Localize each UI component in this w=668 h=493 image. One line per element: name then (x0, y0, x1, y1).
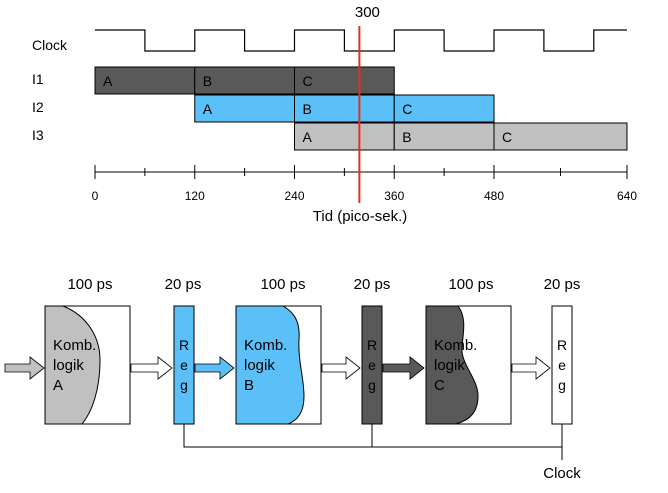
stage-delay-a: 100 ps (67, 276, 112, 293)
arrow-b-to-reg2 (321, 356, 361, 380)
timing-bars: A B CA B CA B C (94, 66, 628, 151)
time-marker-label: 300 (355, 4, 380, 21)
stage-delay-c: 100 ps (448, 276, 493, 293)
axis-tick-label-360: 360 (384, 189, 404, 203)
bar-label-i3-c: C (502, 129, 512, 145)
comb-logic-c-line1: Komb. (434, 337, 477, 354)
comb-logic-b-line2: logik (244, 357, 275, 374)
register-2-letter-e: e (368, 357, 376, 373)
clock-wire (183, 424, 563, 460)
comb-logic-b-line3: B (244, 377, 254, 394)
bar-i1-c (294, 66, 395, 95)
stage-delay-b: 100 ps (260, 276, 305, 293)
arrow-reg2-to-c (382, 356, 425, 380)
axis-label: Tid (pico-sek.) (313, 208, 407, 225)
signal-label-clock: Clock (32, 37, 68, 53)
comb-logic-b-line1: Komb. (244, 337, 287, 354)
register-3: R e g (551, 305, 573, 425)
input-arrow (4, 356, 45, 380)
axis-tick-label-120: 120 (185, 189, 205, 203)
axis-tick-label-640: 640 (617, 189, 637, 203)
clock-waveform (95, 29, 627, 52)
bar-label-i2-b: B (303, 101, 312, 117)
comb-logic-c-shape (425, 305, 479, 425)
register-1-letter-e: e (180, 357, 188, 373)
bar-i3-a (294, 122, 395, 151)
register-3-letter-r: R (557, 337, 567, 353)
axis-tick-label-240: 240 (284, 189, 304, 203)
bar-label-i1-b: B (203, 73, 212, 89)
register-3-letter-e: e (558, 357, 566, 373)
comb-logic-b-shape (235, 305, 305, 425)
bar-label-i1-c: C (303, 73, 313, 89)
bar-label-i3-a: A (303, 129, 313, 145)
time-axis: 0 120 240 360 480 640 (92, 165, 637, 203)
register-2-letter-g: g (368, 377, 376, 393)
bar-i2-b (294, 94, 395, 123)
bar-label-i1-a: A (103, 73, 113, 89)
comb-logic-a-shape (44, 305, 101, 425)
stage-delay-reg2: 20 ps (354, 276, 391, 293)
comb-logic-b: Komb. logik B (235, 305, 322, 425)
stage-delay-reg3: 20 ps (544, 276, 581, 293)
comb-logic-c-line2: logik (434, 357, 465, 374)
comb-logic-a-line3: A (53, 377, 63, 394)
bar-i2-c (393, 94, 495, 123)
register-1: R e g (173, 305, 195, 425)
comb-logic-c-line3: C (434, 377, 445, 394)
register-2-letter-r: R (367, 337, 377, 353)
register-2: R e g (361, 305, 383, 425)
register-3-letter-g: g (558, 377, 566, 393)
signal-label-i1: I1 (32, 71, 44, 87)
arrow-c-to-reg3 (511, 356, 551, 380)
axis-tick-label-480: 480 (484, 189, 504, 203)
clock-wire-label: Clock (543, 465, 581, 482)
comb-logic-c: Komb. logik C (425, 305, 512, 425)
axis-tick-label-0: 0 (92, 189, 99, 203)
comb-logic-a-line1: Komb. (53, 337, 96, 354)
register-1-letter-r: R (179, 337, 189, 353)
stage-delay-reg1: 20 ps (165, 276, 202, 293)
comb-logic-a-line2: logik (53, 357, 84, 374)
bar-i3-b (393, 122, 495, 151)
bar-i1-b (194, 66, 295, 95)
arrow-reg1-to-b (194, 356, 235, 380)
bar-label-i2-c: C (402, 101, 412, 117)
bar-i1-a (94, 66, 196, 95)
bar-label-i3-b: B (402, 129, 411, 145)
register-1-letter-g: g (180, 377, 188, 393)
bar-label-i2-a: A (203, 101, 213, 117)
comb-logic-a: Komb. logik A (44, 305, 131, 425)
arrow-a-to-reg1 (130, 356, 173, 380)
signal-label-i2: I2 (32, 99, 44, 115)
signal-label-i3: I3 (32, 127, 44, 143)
bar-i3-c (493, 122, 628, 151)
